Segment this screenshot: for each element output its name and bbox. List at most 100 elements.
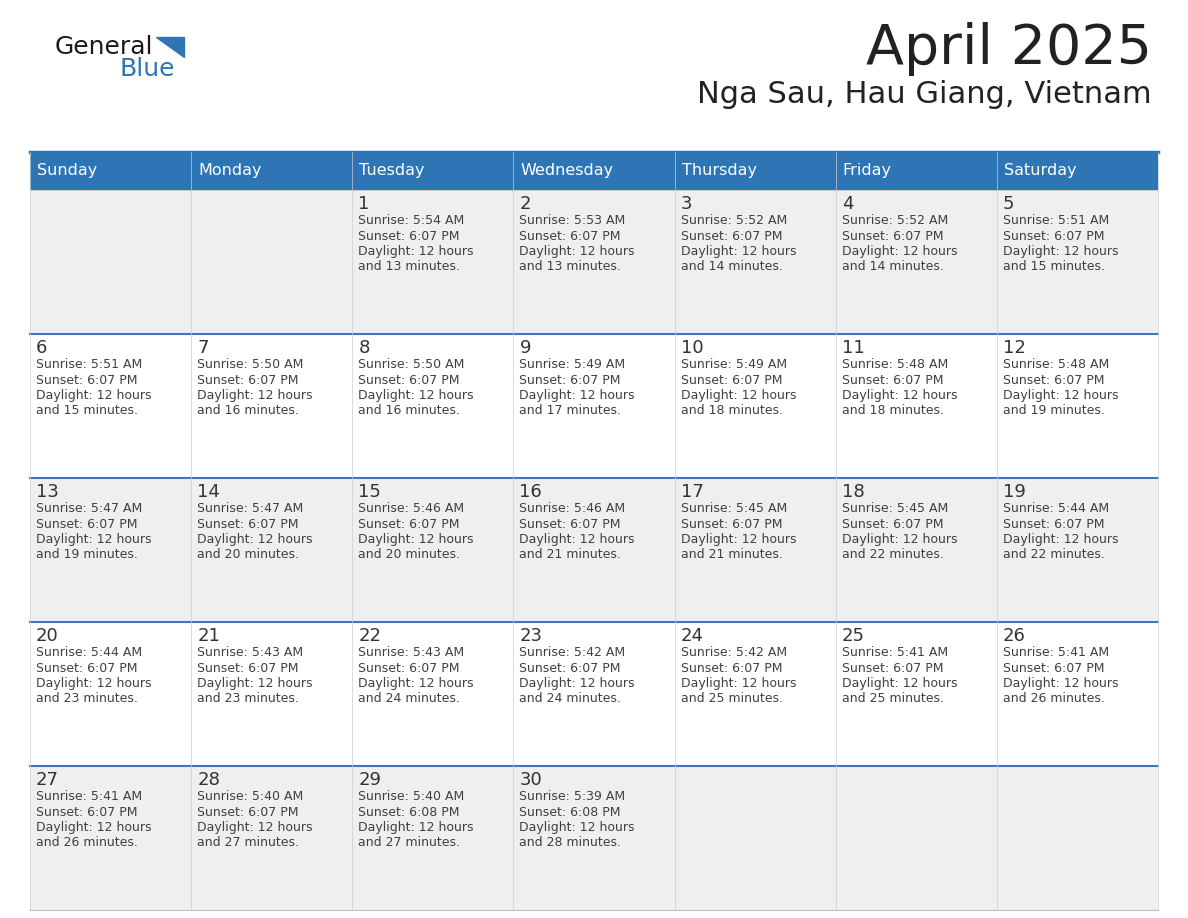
Text: and 19 minutes.: and 19 minutes. xyxy=(1003,405,1105,418)
Text: Daylight: 12 hours: Daylight: 12 hours xyxy=(197,821,312,834)
Text: Sunrise: 5:46 AM: Sunrise: 5:46 AM xyxy=(519,502,626,515)
Text: Daylight: 12 hours: Daylight: 12 hours xyxy=(1003,245,1118,258)
Text: Daylight: 12 hours: Daylight: 12 hours xyxy=(681,533,796,546)
Text: Sunrise: 5:54 AM: Sunrise: 5:54 AM xyxy=(359,214,465,227)
Text: 5: 5 xyxy=(1003,195,1015,213)
Text: 10: 10 xyxy=(681,339,703,357)
Text: and 27 minutes.: and 27 minutes. xyxy=(359,836,460,849)
Bar xyxy=(191,152,353,190)
Text: Daylight: 12 hours: Daylight: 12 hours xyxy=(681,389,796,402)
Text: and 25 minutes.: and 25 minutes. xyxy=(842,692,943,706)
Text: Monday: Monday xyxy=(198,163,261,178)
Text: Sunrise: 5:41 AM: Sunrise: 5:41 AM xyxy=(1003,646,1108,659)
Text: Sunrise: 5:45 AM: Sunrise: 5:45 AM xyxy=(842,502,948,515)
Text: 7: 7 xyxy=(197,339,209,357)
Text: and 18 minutes.: and 18 minutes. xyxy=(842,405,943,418)
Text: Sunrise: 5:46 AM: Sunrise: 5:46 AM xyxy=(359,502,465,515)
Text: Sunrise: 5:50 AM: Sunrise: 5:50 AM xyxy=(197,358,303,371)
Text: and 23 minutes.: and 23 minutes. xyxy=(197,692,299,706)
Text: 24: 24 xyxy=(681,627,703,645)
Text: and 26 minutes.: and 26 minutes. xyxy=(1003,692,1105,706)
Text: and 18 minutes.: and 18 minutes. xyxy=(681,405,783,418)
Text: Daylight: 12 hours: Daylight: 12 hours xyxy=(359,389,474,402)
Text: and 28 minutes.: and 28 minutes. xyxy=(519,836,621,849)
Bar xyxy=(675,152,835,190)
Text: 22: 22 xyxy=(359,627,381,645)
Text: Sunrise: 5:42 AM: Sunrise: 5:42 AM xyxy=(681,646,786,659)
Text: Friday: Friday xyxy=(842,163,892,178)
Text: 16: 16 xyxy=(519,483,542,501)
Text: Sunrise: 5:40 AM: Sunrise: 5:40 AM xyxy=(359,790,465,803)
Text: Daylight: 12 hours: Daylight: 12 hours xyxy=(359,533,474,546)
Bar xyxy=(353,152,513,190)
Text: and 17 minutes.: and 17 minutes. xyxy=(519,405,621,418)
Text: and 24 minutes.: and 24 minutes. xyxy=(519,692,621,706)
Text: Daylight: 12 hours: Daylight: 12 hours xyxy=(36,533,152,546)
Text: Sunset: 6:07 PM: Sunset: 6:07 PM xyxy=(197,518,298,531)
Text: Daylight: 12 hours: Daylight: 12 hours xyxy=(36,389,152,402)
Text: Sunset: 6:07 PM: Sunset: 6:07 PM xyxy=(1003,662,1105,675)
Text: 19: 19 xyxy=(1003,483,1025,501)
Text: Sunrise: 5:47 AM: Sunrise: 5:47 AM xyxy=(197,502,303,515)
Text: Daylight: 12 hours: Daylight: 12 hours xyxy=(681,677,796,690)
Text: Sunrise: 5:42 AM: Sunrise: 5:42 AM xyxy=(519,646,626,659)
Text: 6: 6 xyxy=(36,339,48,357)
Text: and 15 minutes.: and 15 minutes. xyxy=(36,405,138,418)
Text: 21: 21 xyxy=(197,627,220,645)
Text: Sunset: 6:07 PM: Sunset: 6:07 PM xyxy=(842,374,943,386)
Text: Wednesday: Wednesday xyxy=(520,163,613,178)
Text: 15: 15 xyxy=(359,483,381,501)
Text: Sunset: 6:07 PM: Sunset: 6:07 PM xyxy=(681,230,782,242)
Text: Sunset: 6:07 PM: Sunset: 6:07 PM xyxy=(681,374,782,386)
Text: Daylight: 12 hours: Daylight: 12 hours xyxy=(842,389,958,402)
Bar xyxy=(997,152,1158,190)
Text: Sunrise: 5:43 AM: Sunrise: 5:43 AM xyxy=(197,646,303,659)
Text: 14: 14 xyxy=(197,483,220,501)
Bar xyxy=(30,152,191,190)
Text: Sunset: 6:07 PM: Sunset: 6:07 PM xyxy=(359,518,460,531)
Text: Sunrise: 5:40 AM: Sunrise: 5:40 AM xyxy=(197,790,303,803)
Text: Sunset: 6:07 PM: Sunset: 6:07 PM xyxy=(519,374,621,386)
Text: Daylight: 12 hours: Daylight: 12 hours xyxy=(36,677,152,690)
Text: Sunrise: 5:45 AM: Sunrise: 5:45 AM xyxy=(681,502,786,515)
Text: Sunrise: 5:52 AM: Sunrise: 5:52 AM xyxy=(842,214,948,227)
Text: Sunset: 6:07 PM: Sunset: 6:07 PM xyxy=(36,374,138,386)
Text: Sunrise: 5:51 AM: Sunrise: 5:51 AM xyxy=(1003,214,1110,227)
Text: April 2025: April 2025 xyxy=(866,22,1152,76)
Text: Sunset: 6:07 PM: Sunset: 6:07 PM xyxy=(1003,374,1105,386)
Bar xyxy=(30,622,1158,766)
Text: Sunset: 6:07 PM: Sunset: 6:07 PM xyxy=(842,518,943,531)
Text: Sunset: 6:07 PM: Sunset: 6:07 PM xyxy=(681,662,782,675)
Text: Sunrise: 5:53 AM: Sunrise: 5:53 AM xyxy=(519,214,626,227)
Text: Sunset: 6:08 PM: Sunset: 6:08 PM xyxy=(519,805,621,819)
Bar xyxy=(835,152,997,190)
Text: Sunrise: 5:49 AM: Sunrise: 5:49 AM xyxy=(681,358,786,371)
Text: Sunset: 6:07 PM: Sunset: 6:07 PM xyxy=(519,230,621,242)
Text: Daylight: 12 hours: Daylight: 12 hours xyxy=(359,677,474,690)
Polygon shape xyxy=(156,37,184,57)
Text: 18: 18 xyxy=(842,483,865,501)
Text: and 21 minutes.: and 21 minutes. xyxy=(519,548,621,562)
Text: Sunrise: 5:41 AM: Sunrise: 5:41 AM xyxy=(36,790,143,803)
Text: and 20 minutes.: and 20 minutes. xyxy=(197,548,299,562)
Text: Sunset: 6:07 PM: Sunset: 6:07 PM xyxy=(36,805,138,819)
Text: 30: 30 xyxy=(519,771,542,789)
Text: Sunday: Sunday xyxy=(37,163,97,178)
Text: Sunset: 6:07 PM: Sunset: 6:07 PM xyxy=(197,805,298,819)
Text: Sunrise: 5:48 AM: Sunrise: 5:48 AM xyxy=(1003,358,1110,371)
Text: Sunset: 6:07 PM: Sunset: 6:07 PM xyxy=(1003,230,1105,242)
Text: Sunset: 6:07 PM: Sunset: 6:07 PM xyxy=(1003,518,1105,531)
Text: Sunset: 6:07 PM: Sunset: 6:07 PM xyxy=(36,518,138,531)
Text: and 13 minutes.: and 13 minutes. xyxy=(519,261,621,274)
Text: Daylight: 12 hours: Daylight: 12 hours xyxy=(1003,533,1118,546)
Text: Sunset: 6:07 PM: Sunset: 6:07 PM xyxy=(681,518,782,531)
Text: and 21 minutes.: and 21 minutes. xyxy=(681,548,783,562)
Text: and 22 minutes.: and 22 minutes. xyxy=(1003,548,1105,562)
Text: Daylight: 12 hours: Daylight: 12 hours xyxy=(359,821,474,834)
Text: Daylight: 12 hours: Daylight: 12 hours xyxy=(519,821,634,834)
Text: Sunrise: 5:43 AM: Sunrise: 5:43 AM xyxy=(359,646,465,659)
Bar xyxy=(30,766,1158,910)
Text: Daylight: 12 hours: Daylight: 12 hours xyxy=(842,677,958,690)
Text: Sunrise: 5:49 AM: Sunrise: 5:49 AM xyxy=(519,358,626,371)
Text: Sunrise: 5:47 AM: Sunrise: 5:47 AM xyxy=(36,502,143,515)
